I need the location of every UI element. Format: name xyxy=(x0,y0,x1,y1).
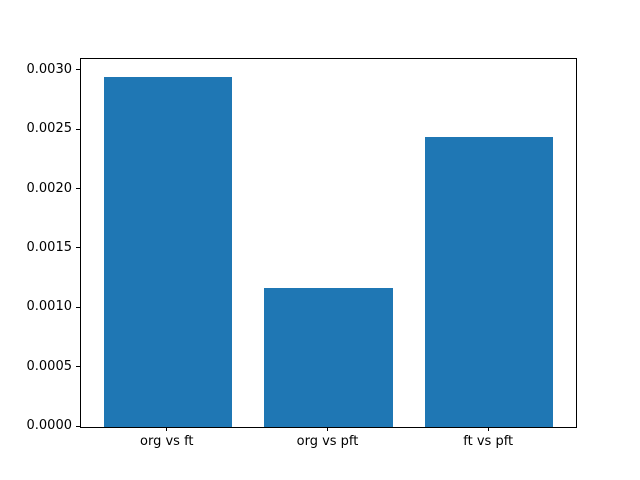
plot-area xyxy=(80,58,577,428)
y-axis-tick-label: 0.0015 xyxy=(26,239,73,255)
bar-ft-vs-pft xyxy=(424,137,554,427)
bar-org-vs-ft xyxy=(103,76,233,427)
y-axis-tick-mark xyxy=(76,188,80,190)
y-axis-tick-mark xyxy=(76,128,80,130)
x-axis-tick-label: org vs pft xyxy=(296,434,359,449)
x-axis-tick-label: ft vs pft xyxy=(463,434,514,449)
y-axis-tick-mark xyxy=(76,425,80,427)
y-axis-tick-label: 0.0005 xyxy=(26,358,73,374)
x-axis-tick-label: org vs ft xyxy=(140,434,194,449)
y-axis-tick-mark xyxy=(76,366,80,368)
y-axis-tick-mark xyxy=(76,306,80,308)
y-axis-tick-mark xyxy=(76,247,80,249)
x-axis-tick-mark xyxy=(166,427,168,431)
y-axis-tick-label: 0.0010 xyxy=(26,299,73,315)
y-axis-tick-label: 0.0030 xyxy=(26,61,73,77)
y-axis-tick-mark xyxy=(76,69,80,71)
bar-org-vs-pft xyxy=(264,288,393,427)
y-axis-tick-label: 0.0000 xyxy=(26,418,73,433)
x-axis-tick-mark xyxy=(327,427,328,431)
x-axis-tick-mark xyxy=(487,427,489,431)
y-axis-tick-label: 0.0025 xyxy=(26,121,73,137)
y-axis-tick-label: 0.0020 xyxy=(26,180,73,196)
